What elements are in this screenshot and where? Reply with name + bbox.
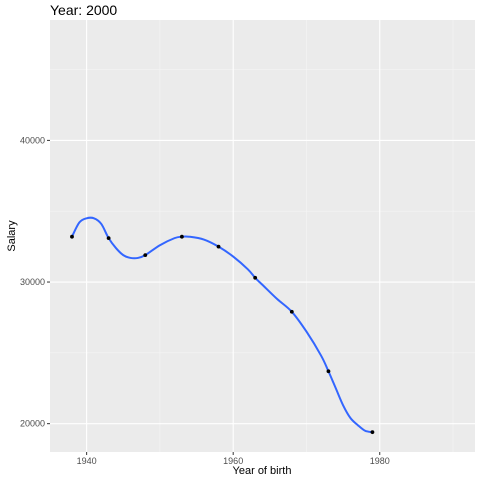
x-tick-label: 1980 — [370, 456, 390, 466]
x-axis-title: Year of birth — [233, 465, 292, 477]
plot-panel — [50, 20, 475, 452]
data-point — [253, 275, 258, 280]
x-tick-label: 1940 — [77, 456, 97, 466]
x-axis-ticks: 1940 1960 1980 — [77, 452, 390, 466]
chart-title: Year: 2000 — [50, 2, 117, 18]
data-point — [216, 244, 221, 249]
data-point — [70, 234, 74, 239]
points-layer — [70, 234, 375, 435]
data-point — [289, 309, 294, 314]
data-point — [370, 430, 375, 435]
data-point — [326, 369, 331, 374]
data-point — [143, 253, 148, 258]
y-tick-label: 20000 — [20, 419, 45, 429]
y-axis-ticks: 20000 30000 40000 — [20, 135, 50, 429]
major-gridlines — [50, 20, 475, 452]
y-tick-label: 40000 — [20, 135, 45, 145]
minor-gridlines — [50, 20, 475, 452]
x-tick-label: 1960 — [223, 456, 243, 466]
y-axis-title: Salary — [6, 220, 18, 252]
data-point — [179, 234, 184, 239]
data-point — [106, 236, 111, 241]
y-tick-label: 30000 — [20, 277, 45, 287]
